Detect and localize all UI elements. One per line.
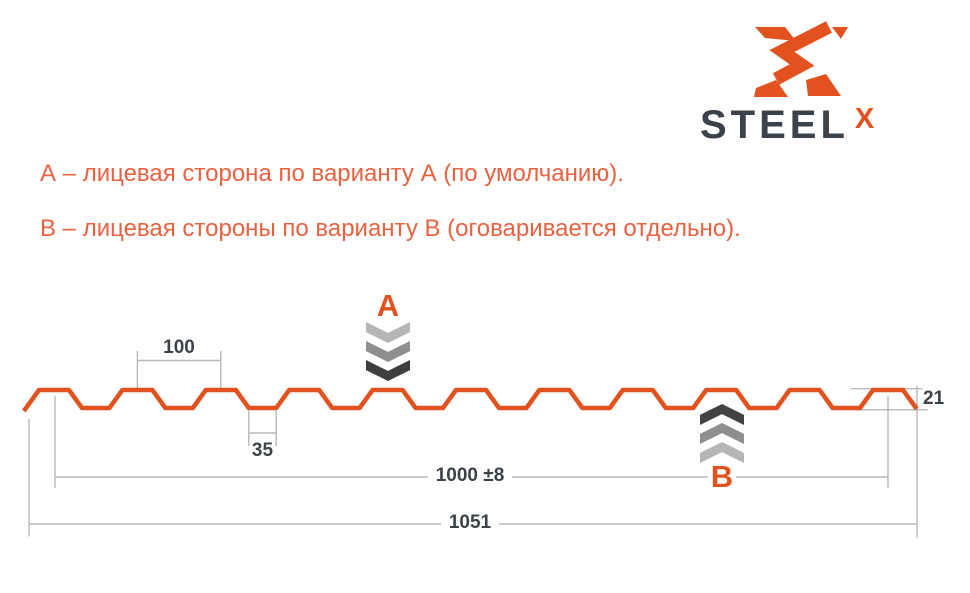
dimension-lines [28, 351, 928, 538]
dim-label-profile-height: 21 [923, 388, 945, 409]
logo-sup-x: X [854, 103, 875, 135]
logo-wedge-bottom-left [754, 80, 788, 97]
marker-b-chevrons [700, 404, 744, 466]
steelx-logo-icon [754, 21, 848, 97]
marker-a-letter: А [376, 288, 400, 323]
logo-text: STEEL [700, 103, 849, 147]
logo-s-band [769, 21, 832, 85]
marker-b-letter: В [700, 459, 744, 494]
dim-label-overall-width: 1051 [370, 512, 570, 534]
chevron-down-icon [366, 341, 410, 362]
marker-side-a: А [366, 290, 410, 390]
note-variant-b: В – лицевая стороны по варианту В (огова… [40, 215, 741, 242]
dim-label-working-width: 1000 ±8 [370, 465, 570, 487]
chevron-up-icon [700, 404, 744, 425]
marker-a-chevrons [366, 322, 410, 384]
logo-wedge-bottom-right [806, 74, 841, 96]
note-variant-a: А – лицевая сторона по варианту А (по ум… [40, 160, 624, 187]
chevron-down-icon [366, 360, 410, 381]
dim-label-valley-width: 35 [251, 440, 274, 461]
logo-wedge-top-right [832, 27, 848, 39]
chevron-up-icon [700, 423, 744, 444]
chevron-down-icon [366, 322, 410, 343]
sheet-profile-outline [21, 387, 919, 413]
dim-label-pitch: 100 [163, 337, 195, 358]
marker-side-b: В [700, 404, 744, 500]
logo-wedge-top-left [755, 27, 796, 41]
logo-wordmark: STEEL X [700, 103, 915, 148]
